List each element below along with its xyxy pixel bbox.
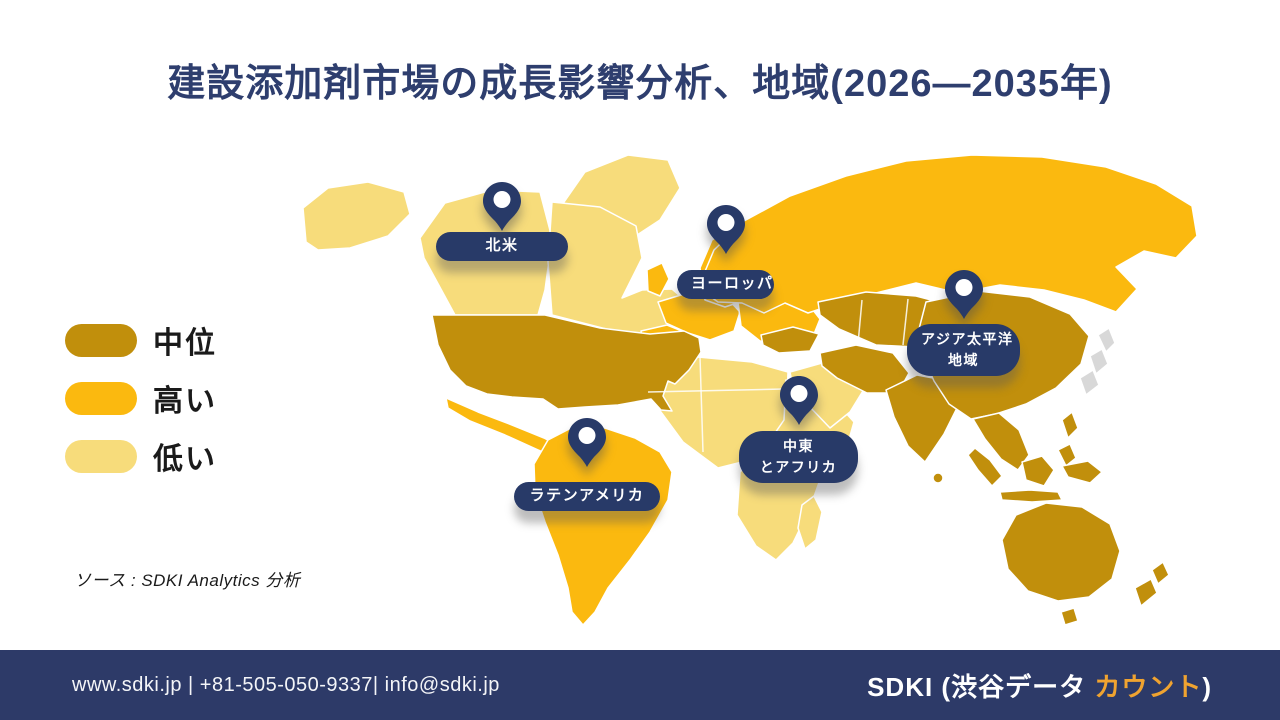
- map-pin-icon: [779, 376, 818, 425]
- marker-europe: ヨーロッパ: [677, 204, 774, 299]
- map-india: [885, 374, 960, 463]
- footer-contact: www.sdki.jp | +81-505-050-9337| info@sdk…: [72, 673, 500, 696]
- map-new-zealand-south: [1134, 578, 1158, 607]
- marker-asia-pacific: アジア太平洋 地域: [907, 269, 1020, 376]
- legend-item-medium: 中位: [65, 318, 217, 362]
- marker-latin-america: ラテンアメリカ: [514, 417, 660, 511]
- map-sulawesi: [1057, 443, 1077, 467]
- map-japan-1: [1097, 327, 1116, 353]
- marker-label-middle-east-africa: 中東 とアフリカ: [739, 431, 858, 483]
- map-sri-lanka: [932, 472, 944, 484]
- source-note: ソース : SDKI Analytics 分析: [74, 571, 301, 590]
- map-japan-3: [1079, 369, 1100, 396]
- marker-label-north-america: 北米: [436, 232, 568, 261]
- map-sumatra: [967, 447, 1003, 487]
- map-usa: [431, 314, 702, 412]
- map-turkey: [760, 326, 820, 354]
- map-russia: [697, 154, 1198, 314]
- map-japan-2: [1089, 348, 1109, 375]
- map-new-guinea: [1061, 460, 1103, 484]
- map-philippines: [1061, 411, 1079, 439]
- footer-brand: SDKI (渋谷データ カウント): [867, 667, 1212, 704]
- footer-brand-highlight: カウント: [1094, 671, 1203, 702]
- map-south-america: [533, 425, 673, 626]
- legend-label: 低い: [153, 443, 217, 476]
- footer-brand-prefix: SDKI (渋谷データ: [867, 671, 1095, 702]
- footer-brand-suffix: ): [1202, 671, 1212, 702]
- map-pin-icon: [706, 205, 745, 254]
- legend-item-low: 低い: [65, 434, 217, 478]
- footer: www.sdki.jp | +81-505-050-9337| info@sdk…: [0, 650, 1280, 720]
- map-madagascar: [797, 495, 823, 550]
- legend-label: 中位: [153, 327, 217, 360]
- page-title: 建設添加剤市場の成長影響分析、地域(2026—2035年): [167, 63, 1113, 105]
- map-java: [999, 489, 1063, 503]
- map-regions-uncolored: [1079, 327, 1116, 396]
- legend: 中位 高い 低い: [65, 318, 217, 478]
- map-uk: [646, 262, 670, 297]
- map-pin-icon: [568, 418, 606, 467]
- map-pin-icon: [944, 270, 983, 319]
- map-regions-medium: [431, 290, 1170, 626]
- map-tasmania: [1060, 607, 1079, 626]
- map-australia: [1001, 502, 1121, 602]
- legend-label: 高い: [153, 385, 217, 418]
- map-alaska: [302, 181, 411, 251]
- legend-item-high: 高い: [65, 376, 217, 420]
- legend-swatch-high: [65, 381, 137, 415]
- marker-label-europe: ヨーロッパ: [677, 270, 774, 299]
- map-new-zealand-north: [1151, 561, 1170, 585]
- marker-label-asia-pacific: アジア太平洋 地域: [907, 324, 1020, 376]
- marker-middle-east-africa: 中東 とアフリカ: [739, 375, 858, 483]
- legend-swatch-low: [65, 439, 137, 473]
- map-borneo: [1021, 455, 1055, 487]
- marker-label-latin-america: ラテンアメリカ: [514, 482, 660, 511]
- map-regions-high: [445, 154, 1198, 626]
- map-pin-icon: [483, 182, 521, 231]
- legend-swatch-medium: [65, 323, 137, 357]
- marker-north-america: 北米: [436, 181, 568, 261]
